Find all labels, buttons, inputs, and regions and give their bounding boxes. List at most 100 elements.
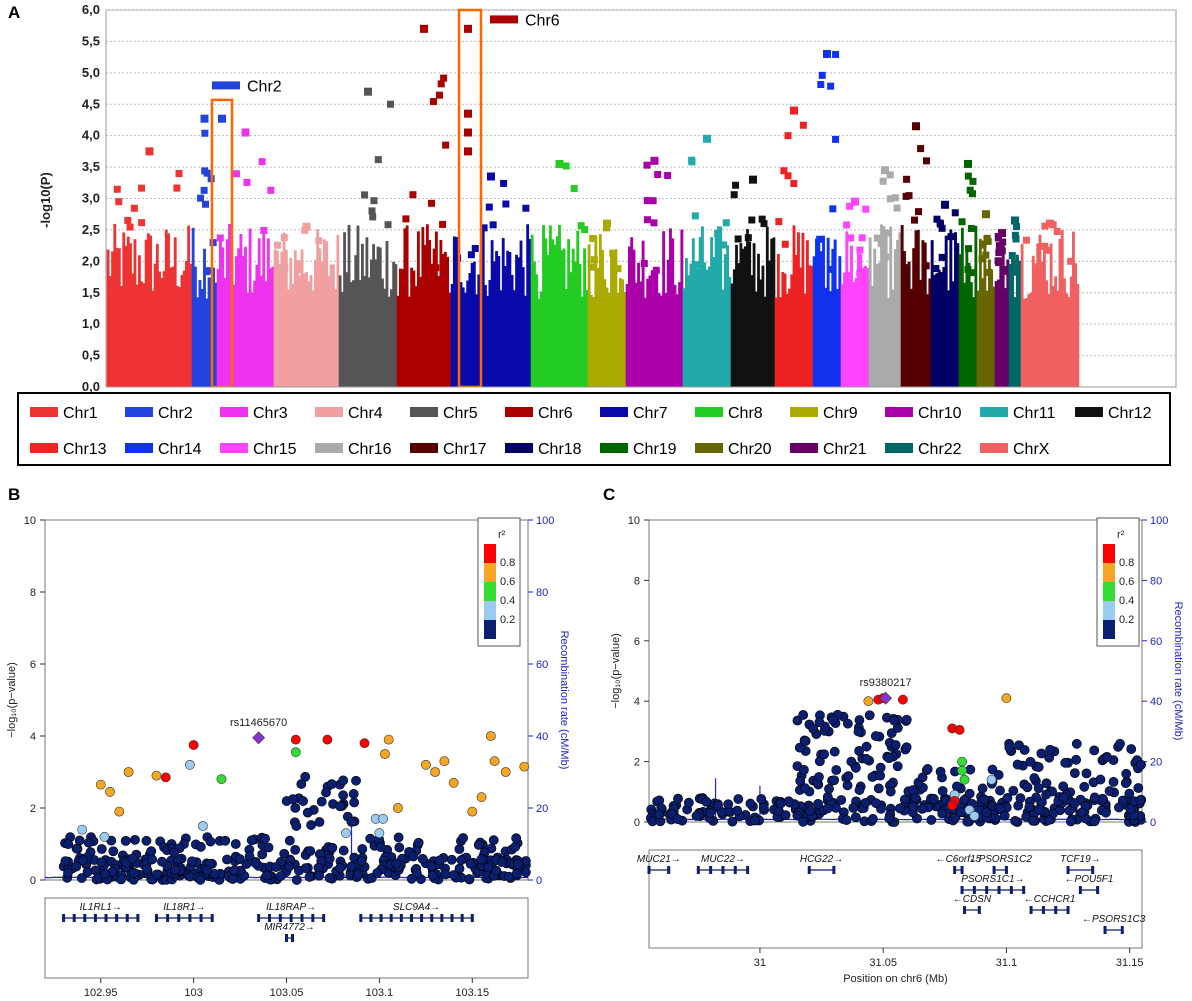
data-point — [1053, 228, 1061, 236]
gene-exon — [399, 914, 403, 922]
r2-legend-title: r² — [1117, 529, 1125, 541]
snp-point — [727, 816, 738, 827]
data-point — [832, 50, 840, 58]
legend-label: ChrX — [1013, 441, 1050, 458]
data-point — [370, 197, 378, 205]
gene-exon — [1029, 906, 1033, 914]
legend-item-chr2: Chr2 — [125, 405, 193, 422]
data-point — [780, 167, 788, 175]
data-column — [271, 266, 275, 387]
data-column — [956, 243, 960, 387]
annotation-label: Chr2 — [247, 78, 282, 95]
gene-exon — [359, 914, 363, 922]
snp-point — [263, 842, 274, 853]
data-column — [151, 290, 155, 387]
data-point — [201, 129, 209, 137]
chr-series-chr17 — [900, 122, 932, 387]
data-column — [896, 239, 900, 387]
snp-point — [937, 786, 948, 796]
gene-exon — [154, 914, 158, 922]
data-point — [879, 177, 887, 185]
data-column — [621, 279, 625, 387]
gene-label: IL1RL1→ — [80, 902, 122, 913]
data-column — [912, 248, 916, 387]
snp-point — [955, 807, 966, 818]
snp-point — [922, 764, 933, 774]
snp-point — [298, 796, 309, 806]
data-column — [1008, 263, 1012, 387]
snp-point — [799, 764, 809, 775]
snp-point — [1033, 804, 1044, 815]
snp-point — [169, 847, 180, 858]
gene-item: MIR4772→ — [264, 922, 315, 942]
snp-point — [1069, 768, 1080, 779]
data-column — [845, 231, 849, 387]
data-column — [919, 279, 923, 387]
data-column — [246, 292, 250, 387]
data-point — [1022, 236, 1030, 244]
data-column — [455, 236, 458, 387]
data-column — [985, 290, 989, 387]
legend-label: Chr8 — [728, 405, 763, 422]
data-point — [979, 240, 987, 248]
snp-point — [750, 815, 760, 826]
lead-snp-marker — [879, 691, 893, 705]
data-column — [320, 261, 324, 387]
snp-point — [808, 723, 819, 734]
data-point — [609, 249, 617, 257]
snp-point — [999, 810, 1010, 821]
data-column — [264, 281, 268, 387]
data-point — [691, 212, 699, 220]
data-column — [325, 241, 329, 387]
data-point — [562, 162, 570, 170]
data-point — [911, 216, 919, 224]
x-tick-label: 103.05 — [270, 987, 304, 999]
data-column — [739, 243, 743, 387]
legend-item-chr13: Chr13 — [30, 441, 107, 458]
data-column — [854, 277, 858, 387]
chr-series-chr13 — [774, 106, 814, 387]
data-column — [452, 236, 456, 387]
data-point — [296, 265, 304, 273]
gene-item: ←PSORS1C2 — [969, 854, 1032, 874]
snp-point — [917, 803, 928, 814]
snp-point — [96, 857, 107, 868]
data-column — [519, 240, 523, 387]
data-point — [688, 158, 696, 166]
peak-point — [420, 24, 428, 33]
data-point — [958, 218, 966, 226]
gene-label: ←C6orf15 — [936, 854, 982, 865]
data-column — [637, 262, 640, 387]
data-column — [812, 256, 816, 387]
legend-item-chr5: Chr5 — [410, 405, 478, 422]
data-column — [378, 247, 382, 387]
gene-exon — [972, 886, 976, 894]
snp-point — [406, 873, 417, 884]
snp-point — [448, 870, 459, 880]
snp-point — [831, 765, 842, 775]
data-column — [255, 264, 259, 387]
gene-exon — [1041, 906, 1045, 914]
data-point — [732, 181, 740, 189]
data-column — [1043, 247, 1046, 387]
y-tick-label: 2 — [30, 803, 36, 815]
data-column — [363, 276, 367, 387]
data-column — [564, 288, 568, 387]
snp-point — [885, 786, 896, 797]
data-column — [1065, 293, 1069, 387]
gene-exon — [746, 866, 750, 874]
r2-legend-label: 0.8 — [500, 557, 515, 569]
snp-point — [195, 874, 206, 885]
snp-point-r2 — [969, 811, 980, 821]
snp-point-r2 — [95, 779, 106, 790]
data-column — [414, 286, 418, 387]
data-column — [737, 263, 741, 387]
data-column — [601, 249, 604, 387]
snp-point — [151, 869, 162, 880]
snp-point — [351, 775, 361, 786]
data-column — [262, 234, 266, 387]
snp-point — [995, 785, 1005, 796]
gene-exon — [450, 914, 454, 922]
snp-point — [993, 769, 1004, 780]
